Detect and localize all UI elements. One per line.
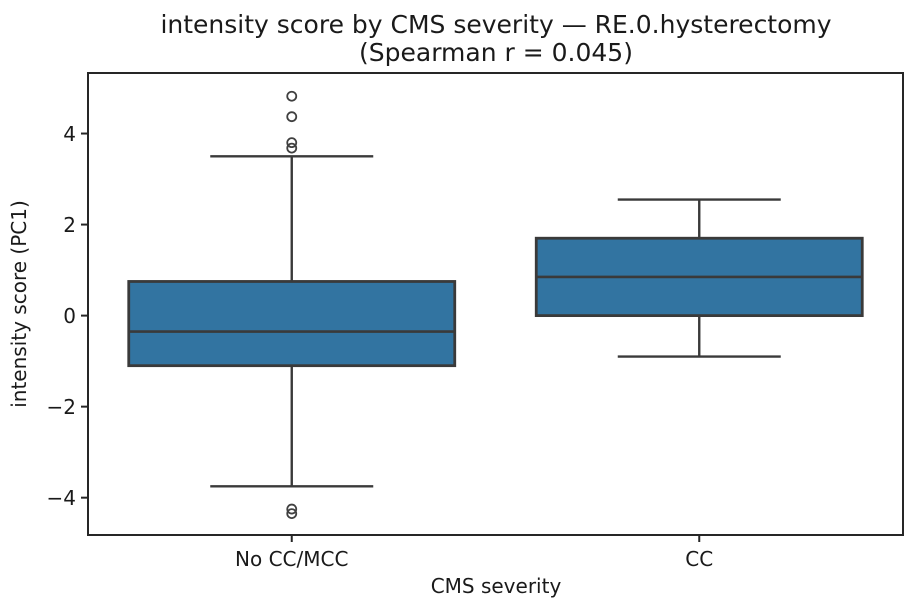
- y-tick-label: 4: [63, 122, 76, 146]
- x-tick-label: CC: [685, 547, 713, 571]
- x-axis-label: CMS severity: [431, 574, 562, 598]
- x-tick-label: No CC/MCC: [235, 547, 348, 571]
- plot-area: 4 2 0 −2 −4 No CC/MCC CC: [47, 72, 904, 571]
- axes-frame: [87, 72, 904, 536]
- y-tick-label: 0: [63, 304, 76, 328]
- y-tick-label: 2: [63, 213, 76, 237]
- y-axis-label: intensity score (PC1): [7, 200, 31, 408]
- outlier-point: [286, 508, 298, 520]
- y-tick-label: −2: [47, 395, 76, 419]
- outlier-point: [286, 503, 298, 515]
- outlier-point: [286, 142, 298, 154]
- outlier-point: [286, 137, 298, 149]
- y-tick-label: −4: [47, 486, 76, 510]
- chart-title: intensity score by CMS severity — RE.0.h…: [160, 10, 831, 39]
- chart-subtitle: (Spearman r = 0.045): [359, 38, 633, 67]
- box-rect: [127, 280, 457, 368]
- outlier-point: [286, 111, 298, 123]
- outlier-point: [286, 90, 298, 102]
